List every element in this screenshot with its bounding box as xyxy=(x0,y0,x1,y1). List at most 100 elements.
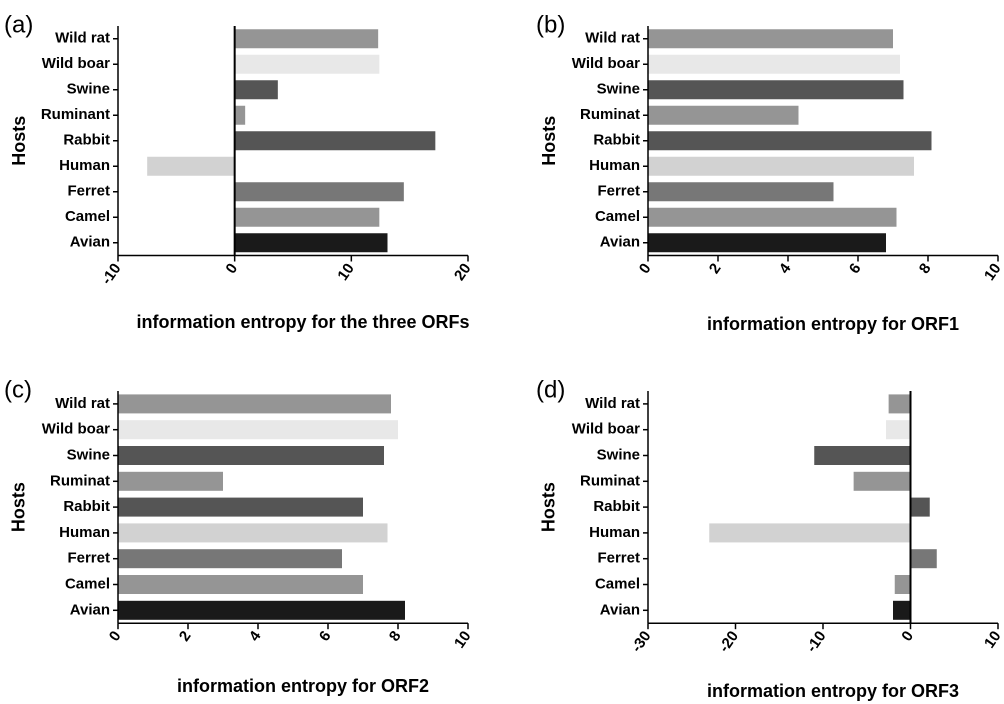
bar-swine xyxy=(814,446,911,465)
category-label: Ferret xyxy=(597,550,640,567)
bar-swine xyxy=(648,80,904,100)
category-label: Avian xyxy=(600,234,640,251)
x-axis-title: information entropy for ORF1 xyxy=(707,314,959,334)
bar-wild-boar xyxy=(234,54,380,74)
x-tick-label: -10 xyxy=(98,260,124,288)
y-axis-title: Hosts xyxy=(539,482,559,532)
x-tick-label: 10 xyxy=(981,260,1004,283)
bar-wild-rat xyxy=(888,394,911,414)
category-label: Human xyxy=(589,157,640,174)
x-tick-label: 4 xyxy=(776,260,795,277)
category-label: Wild boar xyxy=(42,421,110,438)
category-label: Wild boar xyxy=(572,55,640,72)
x-tick-label: 8 xyxy=(386,628,405,645)
category-label: Swine xyxy=(597,81,640,98)
category-label: Wild boar xyxy=(572,421,640,438)
x-axis-title: information entropy for ORF2 xyxy=(177,676,429,696)
category-label: Swine xyxy=(67,446,110,463)
category-label: Swine xyxy=(597,446,640,463)
y-axis-title: Hosts xyxy=(9,482,29,532)
y-axis-title: Hosts xyxy=(9,116,29,166)
bar-wild-rat xyxy=(118,394,391,414)
x-tick-label: 10 xyxy=(451,628,474,651)
panel-label: (a) xyxy=(4,11,33,38)
category-label: Avian xyxy=(600,601,640,618)
bar-avian xyxy=(648,233,886,253)
category-label: Camel xyxy=(595,208,640,225)
bar-rabbit xyxy=(118,497,363,517)
x-tick-label: 20 xyxy=(451,260,474,283)
bar-ruminant xyxy=(234,105,246,125)
category-label: Swine xyxy=(67,81,110,98)
bar-avian xyxy=(234,233,388,253)
bar-ferret xyxy=(234,182,404,202)
bar-rabbit xyxy=(234,131,436,151)
chart-panel-3: (c) Wild rat Wild boar Swine Ruminat Rabbit Hu… xyxy=(4,376,475,696)
bar-wild-rat xyxy=(234,29,379,49)
x-tick-label: 0 xyxy=(222,260,241,277)
bar-camel xyxy=(118,575,363,594)
x-tick-label: -10 xyxy=(803,628,829,656)
x-axis-title: information entropy for ORF3 xyxy=(707,681,959,701)
x-tick-label: 6 xyxy=(316,628,335,645)
bar-camel xyxy=(648,207,897,227)
x-tick-label: -30 xyxy=(628,628,654,656)
category-label: Ruminat xyxy=(580,106,640,123)
bar-ferret xyxy=(648,182,834,202)
category-label: Rabbit xyxy=(593,498,640,515)
panel-label: (b) xyxy=(536,11,565,38)
bar-human xyxy=(118,523,388,543)
category-label: Wild rat xyxy=(55,395,110,412)
category-label: Wild rat xyxy=(585,30,640,47)
category-label: Wild rat xyxy=(55,30,110,47)
bar-human xyxy=(648,156,914,176)
bar-wild-boar xyxy=(648,54,900,74)
x-tick-label: 2 xyxy=(176,628,195,645)
x-tick-label: 8 xyxy=(916,260,935,277)
category-label: Ferret xyxy=(67,183,110,200)
bar-swine xyxy=(234,80,278,100)
category-label: Human xyxy=(59,524,110,541)
y-axis-title: Hosts xyxy=(539,116,559,166)
panel-label: (c) xyxy=(4,376,32,403)
x-tick-label: 0 xyxy=(636,260,655,277)
category-label: Human xyxy=(589,524,640,541)
x-tick-label: 10 xyxy=(981,628,1004,651)
bar-ferret xyxy=(118,549,342,569)
category-label: Avian xyxy=(70,234,110,251)
bar-ferret xyxy=(910,549,937,569)
category-label: Ruminat xyxy=(580,472,640,489)
bar-ruminat xyxy=(853,471,911,491)
bar-rabbit xyxy=(910,497,930,517)
bar-rabbit xyxy=(648,131,932,151)
category-label: Avian xyxy=(70,601,110,618)
x-tick-label: 2 xyxy=(706,260,725,277)
bar-avian xyxy=(118,600,405,620)
category-label: Human xyxy=(59,157,110,174)
bar-ruminat xyxy=(118,471,223,491)
x-axis-title: information entropy for the three ORFs xyxy=(136,312,469,332)
category-label: Camel xyxy=(595,575,640,592)
panel-label: (d) xyxy=(536,376,565,403)
category-label: Ferret xyxy=(67,550,110,567)
x-tick-label: 0 xyxy=(898,628,917,645)
category-label: Ferret xyxy=(597,183,640,200)
x-tick-label: 4 xyxy=(246,627,265,644)
category-label: Wild rat xyxy=(585,395,640,412)
chart-panel-4: (d) Wild rat Wild boar Swine Ruminat Rabbit Hu… xyxy=(536,376,1004,701)
category-label: Wild boar xyxy=(42,55,110,72)
category-label: Camel xyxy=(65,208,110,225)
bar-ruminat xyxy=(648,105,799,125)
bar-camel xyxy=(234,207,380,227)
bar-swine xyxy=(118,446,384,465)
category-label: Camel xyxy=(65,575,110,592)
chart-panel-2: (b) Wild rat Wild boar Swine Ruminat Rabbit Hu… xyxy=(536,11,1004,334)
chart-panel-1: (a) Wild rat Wild boar Swine Ruminant Rabbit H… xyxy=(4,11,475,332)
x-tick-label: 10 xyxy=(334,260,357,283)
category-label: Ruminat xyxy=(50,472,110,489)
bar-human xyxy=(147,156,235,176)
bar-wild-boar xyxy=(886,420,911,440)
x-tick-label: -20 xyxy=(716,628,742,656)
x-tick-label: 6 xyxy=(846,260,865,277)
